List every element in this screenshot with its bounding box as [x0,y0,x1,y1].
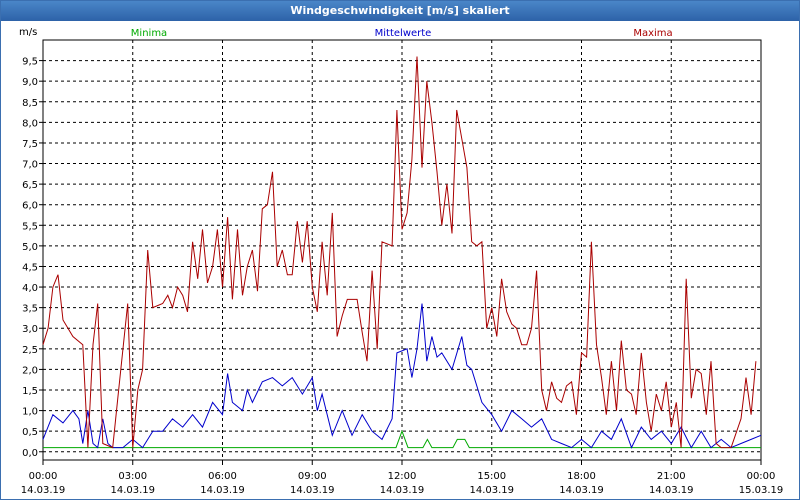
y-tick-label: 7,5 [22,139,38,150]
y-tick-label: 2,5 [22,345,38,356]
x-tick-date: 14.03.19 [290,485,335,496]
x-tick-date: 14.03.19 [200,485,245,496]
y-tick-label: 6,5 [22,180,38,191]
window-title: Windgeschwindigkeit [m/s] skaliert [1,1,799,21]
y-axis-unit: m/s [19,27,37,38]
x-tick-date: 14.03.19 [649,485,694,496]
y-tick-label: 6,0 [22,201,38,212]
x-tick-time: 18:00 [567,471,596,482]
x-tick-date: 14.03.19 [21,485,66,496]
series-line-mittelwerte [42,303,762,449]
legend-entry: Minima [131,28,167,39]
x-tick-time: 00:00 [29,471,58,482]
x-tick-date: 14.03.19 [380,485,425,496]
y-tick-label: 5,5 [22,221,38,232]
y-tick-label: 8,0 [22,118,38,129]
x-axis: 00:00 14.03.19 03:00 14.03.19 06:00 14.03.19 0… [21,460,784,496]
x-tick-time: 00:00 [747,471,776,482]
series-group [42,56,762,449]
x-tick-time: 06:00 [208,471,237,482]
y-tick-label: 0,5 [22,427,38,438]
x-tick-time: 03:00 [118,471,147,482]
x-tick-date: 14.03.19 [469,485,514,496]
x-tick-date: 14.03.19 [110,485,155,496]
y-tick-label: 3,5 [22,304,38,315]
y-tick-label: 2,0 [22,365,38,376]
wind-speed-chart: 0,0 0,5 1,0 1,5 2,0 2,5 3,0 3,5 4,0 4,5 5,0 5,5 6,0 6… [19,27,784,496]
x-tick-date: 14.03.19 [559,485,604,496]
y-tick-label: 9,0 [22,77,38,88]
x-tick-time: 09:00 [298,471,327,482]
y-tick-label: 8,5 [22,98,38,109]
legend: Minima Mittelwerte Maxima [131,28,673,39]
y-tick-label: 3,0 [22,324,38,335]
legend-entry: Maxima [633,28,672,39]
x-tick-time: 21:00 [657,471,686,482]
y-tick-label: 4,5 [22,262,38,273]
legend-entry: Mittelwerte [375,28,432,39]
series-line-maxima [42,56,757,449]
y-tick-label: 1,5 [22,386,38,397]
x-tick-time: 15:00 [477,471,506,482]
x-tick-time: 12:00 [388,471,417,482]
y-tick-label: 1,0 [22,407,38,418]
y-axis: 0,0 0,5 1,0 1,5 2,0 2,5 3,0 3,5 4,0 4,5 5,0 5,5 6,0 6… [22,57,43,459]
y-tick-label: 4,0 [22,283,38,294]
y-tick-label: 0,0 [22,448,38,459]
grid [43,40,761,460]
series-line-minima [43,429,761,449]
y-tick-label: 7,0 [22,160,38,171]
y-tick-label: 5,0 [22,242,38,253]
y-tick-label: 9,5 [22,57,38,68]
x-tick-date: 15.03.19 [739,485,784,496]
